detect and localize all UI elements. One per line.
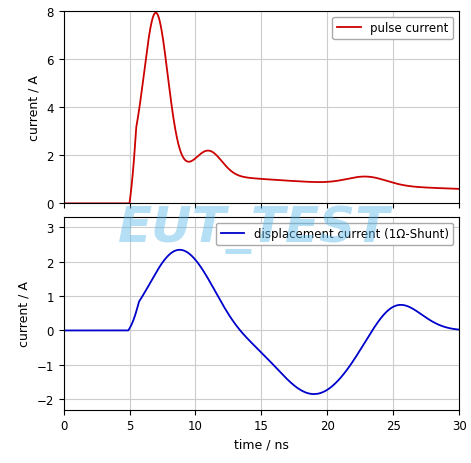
Legend: pulse current: pulse current <box>333 18 453 40</box>
displacement current (1Ω-Shunt) <box>456 327 462 333</box>
pulse current <box>212 151 218 157</box>
displacement current (1Ω-Shunt) <box>298 388 304 393</box>
displacement current (1Ω-Shunt) <box>133 312 138 317</box>
Text: EUT_TEST: EUT_TEST <box>118 205 390 253</box>
pulse current <box>356 175 362 180</box>
displacement current (1Ω-Shunt) <box>212 288 218 294</box>
displacement current (1Ω-Shunt) <box>177 248 183 253</box>
displacement current (1Ω-Shunt) <box>386 307 392 313</box>
Y-axis label: current / A: current / A <box>18 281 31 346</box>
pulse current <box>386 179 392 185</box>
Line: pulse current: pulse current <box>64 14 459 204</box>
X-axis label: time / ns: time / ns <box>234 438 289 451</box>
Legend: displacement current (1Ω-Shunt): displacement current (1Ω-Shunt) <box>216 223 453 246</box>
pulse current <box>318 180 324 186</box>
pulse current <box>133 137 138 142</box>
displacement current (1Ω-Shunt) <box>61 328 66 333</box>
pulse current <box>298 179 304 185</box>
Y-axis label: current / A: current / A <box>28 75 41 141</box>
pulse current <box>153 11 159 17</box>
displacement current (1Ω-Shunt) <box>318 390 324 396</box>
displacement current (1Ω-Shunt) <box>356 350 362 355</box>
Line: displacement current (1Ω-Shunt): displacement current (1Ω-Shunt) <box>64 250 459 394</box>
pulse current <box>61 201 66 206</box>
displacement current (1Ω-Shunt) <box>311 391 317 397</box>
pulse current <box>456 187 462 192</box>
